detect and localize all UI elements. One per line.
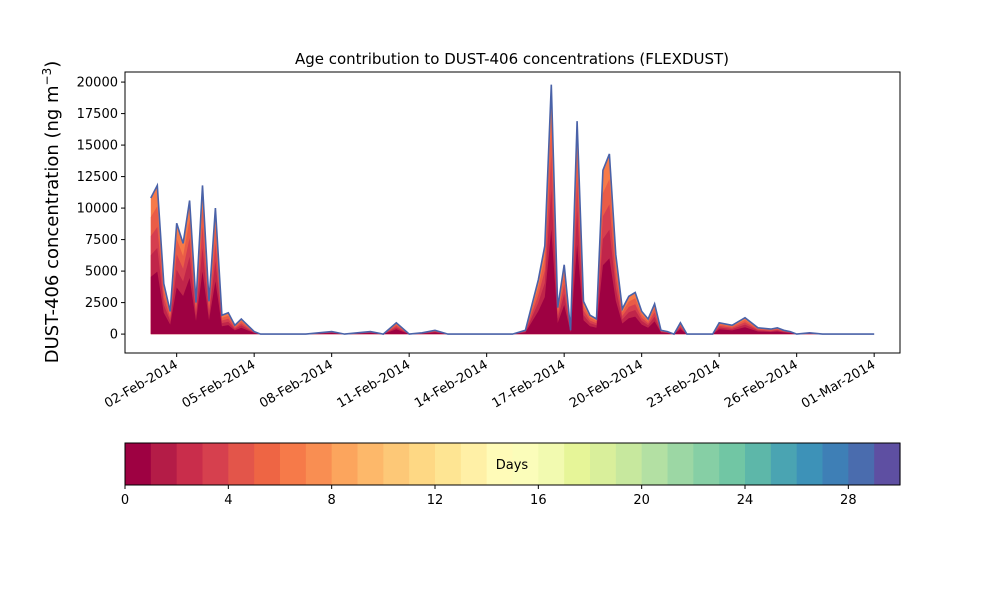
colorbar-segment bbox=[486, 443, 514, 485]
y-tick-label: 0 bbox=[110, 328, 118, 343]
colorbar-segment bbox=[745, 443, 772, 485]
colorbar-segment bbox=[874, 443, 901, 485]
colorbar-tick-label: 0 bbox=[121, 493, 129, 508]
y-axis-label-close: ) bbox=[42, 61, 63, 68]
colorbar-segment bbox=[590, 443, 617, 485]
colorbar-segment bbox=[719, 443, 746, 485]
colorbar-segment bbox=[641, 443, 669, 485]
colorbar-segment bbox=[125, 443, 152, 485]
age-colorbar bbox=[125, 443, 901, 485]
y-axis-label-text: DUST-406 concentration (ng m bbox=[42, 85, 63, 363]
svg-text:DUST-406 concentration (ng m−3: DUST-406 concentration (ng m−3) bbox=[40, 61, 63, 364]
x-tick-label: 02-Feb-2014 bbox=[102, 357, 181, 411]
colorbar-tick-label: 20 bbox=[633, 493, 650, 508]
colorbar-tick-label: 28 bbox=[840, 493, 857, 508]
y-tick-label: 2500 bbox=[85, 296, 118, 311]
y-tick-label: 5000 bbox=[85, 265, 118, 280]
colorbar-segment bbox=[228, 443, 255, 485]
y-tick-label: 7500 bbox=[85, 233, 118, 248]
x-tick-label: 14-Feb-2014 bbox=[412, 357, 491, 411]
colorbar-segment bbox=[615, 443, 643, 485]
age-layer-area bbox=[150, 189, 875, 335]
colorbar-tick-label: 12 bbox=[427, 493, 444, 508]
colorbar-segment bbox=[254, 443, 281, 485]
colorbar-segment bbox=[357, 443, 384, 485]
x-tick-label: 17-Feb-2014 bbox=[490, 357, 569, 411]
x-tick-label: 26-Feb-2014 bbox=[722, 357, 801, 411]
colorbar-tick-label: 4 bbox=[224, 493, 232, 508]
colorbar-segment bbox=[693, 443, 720, 485]
colorbar-segment bbox=[435, 443, 462, 485]
x-tick-label: 20-Feb-2014 bbox=[567, 357, 646, 411]
colorbar-segment bbox=[667, 443, 694, 485]
x-tick-label: 08-Feb-2014 bbox=[257, 357, 336, 411]
colorbar-segment bbox=[770, 443, 798, 485]
colorbar-segment bbox=[280, 443, 307, 485]
colorbar-label: Days bbox=[496, 458, 529, 473]
y-tick-label: 10000 bbox=[77, 202, 118, 217]
colorbar-segment bbox=[564, 443, 591, 485]
colorbar-segment bbox=[512, 443, 539, 485]
x-tick-label: 23-Feb-2014 bbox=[645, 357, 724, 411]
colorbar-segment bbox=[305, 443, 333, 485]
total-concentration-line bbox=[150, 84, 875, 336]
x-tick-label: 01-Mar-2014 bbox=[799, 357, 878, 411]
y-tick-label: 20000 bbox=[77, 76, 118, 91]
colorbar-segment bbox=[176, 443, 204, 485]
age-layer-area bbox=[150, 84, 875, 335]
chart-title: Age contribution to DUST-406 concentrati… bbox=[295, 50, 729, 68]
age-layer-area bbox=[150, 119, 875, 335]
y-tick-label: 12500 bbox=[77, 170, 118, 185]
x-tick-label: 11-Feb-2014 bbox=[335, 357, 414, 411]
colorbar-segment bbox=[409, 443, 436, 485]
colorbar-tick-label: 24 bbox=[737, 493, 754, 508]
y-axis-label-superscript: −3 bbox=[40, 68, 54, 86]
colorbar-segment bbox=[331, 443, 359, 485]
colorbar-axis: 0 4 8 12 16 20 24 28 bbox=[121, 485, 857, 508]
stacked-age-areas bbox=[150, 84, 875, 335]
age-layer-area bbox=[150, 154, 875, 335]
colorbar-segment bbox=[848, 443, 875, 485]
colorbar-segment bbox=[150, 443, 178, 485]
x-axis: 02-Feb-201405-Feb-201408-Feb-201411-Feb-… bbox=[102, 353, 878, 412]
plot-frame bbox=[124, 71, 901, 354]
age-layer-area bbox=[150, 229, 875, 335]
colorbar-tick-label: 16 bbox=[530, 493, 547, 508]
colorbar-segment bbox=[822, 443, 849, 485]
y-axis-label: DUST-406 concentration (ng m−3) bbox=[40, 61, 63, 364]
colorbar-segment bbox=[538, 443, 565, 485]
colorbar-frame bbox=[124, 442, 901, 486]
colorbar-tick-label: 8 bbox=[328, 493, 336, 508]
colorbar-segment bbox=[383, 443, 410, 485]
colorbar-segment bbox=[796, 443, 824, 485]
colorbar-segment bbox=[460, 443, 488, 485]
colorbar-segment bbox=[202, 443, 229, 485]
x-tick-label: 05-Feb-2014 bbox=[180, 357, 259, 411]
y-axis: 0 2500 5000 7500 10000 12500 15000 17500 20000 bbox=[77, 76, 125, 343]
y-tick-label: 17500 bbox=[77, 107, 118, 122]
y-tick-label: 15000 bbox=[77, 139, 118, 154]
